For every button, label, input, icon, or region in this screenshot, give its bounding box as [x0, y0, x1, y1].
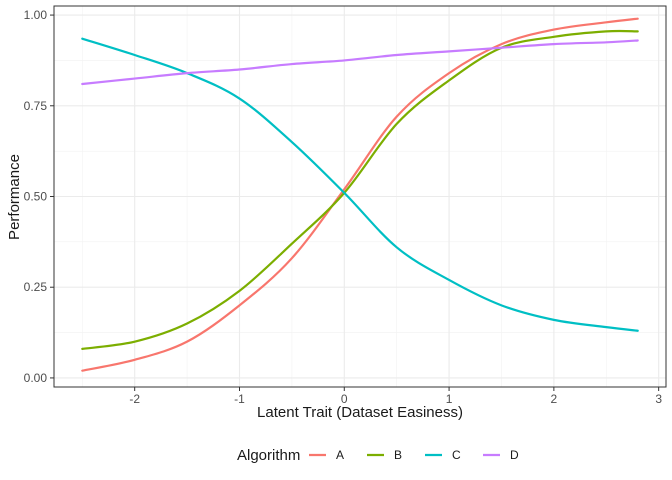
x-axis-title: Latent Trait (Dataset Easiness) [257, 404, 463, 421]
series-line-d [81, 39, 639, 86]
x-tick-label: 0 [341, 392, 348, 406]
y-tick-label: 0.00 [24, 371, 48, 385]
x-tick-label: 2 [551, 392, 558, 406]
y-axis-title: Performance [6, 154, 23, 240]
legend-label-a: A [336, 448, 344, 462]
axis-ticks: -2 -1 0 1 2 3 0.00 0.25 0.50 0.75 1.00 [24, 8, 663, 406]
series-lines [81, 17, 639, 372]
y-tick-label: 1.00 [24, 8, 48, 22]
legend-label-d: D [510, 448, 519, 462]
y-tick-label: 0.50 [24, 190, 48, 204]
legend: Algorithm A B C D [237, 447, 519, 464]
legend-title: Algorithm [237, 447, 300, 464]
legend-label-b: B [394, 448, 402, 462]
x-tick-label: -1 [234, 392, 245, 406]
y-tick-label: 0.75 [24, 99, 48, 113]
y-tick-label: 0.25 [24, 280, 48, 294]
series-line-a [81, 17, 639, 372]
series-line-b [81, 29, 639, 350]
x-tick-label: 3 [655, 392, 662, 406]
legend-label-c: C [452, 448, 461, 462]
x-tick-label: 1 [446, 392, 453, 406]
x-tick-label: -2 [129, 392, 140, 406]
grid-lines [54, 6, 666, 387]
